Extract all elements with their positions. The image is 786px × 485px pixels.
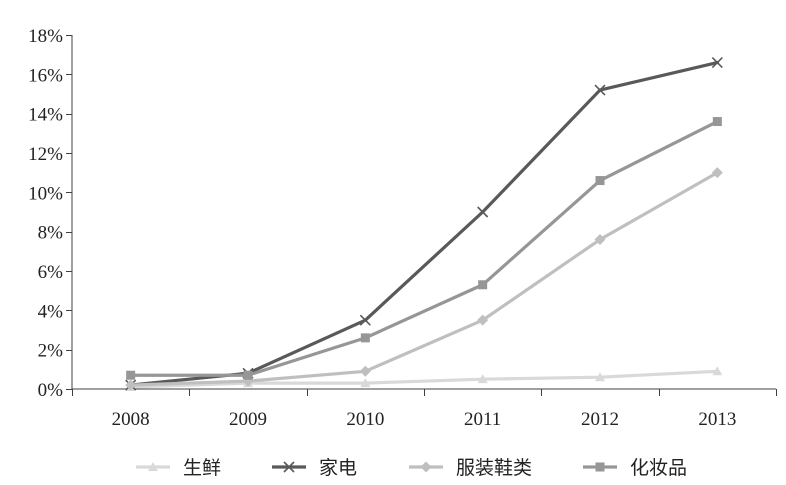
data-point-apparel-shoes-2011 <box>477 314 489 326</box>
series-line-cosmetics <box>129 119 719 377</box>
data-point-home-appliances-2011 <box>477 206 489 218</box>
x-tick-label: 2010 <box>346 409 384 430</box>
data-point-home-appliances-2010 <box>359 314 371 326</box>
y-tick-label: 12% <box>28 144 63 165</box>
x-axis-tick-labels: 2008 2009 2010 2011 2012 2013 <box>112 409 737 430</box>
legend-item-apparel-shoes: 服装鞋类 <box>409 457 532 479</box>
legend-label-cosmetics: 化妆品 <box>630 457 687 479</box>
data-point-cosmetics-2009 <box>243 370 253 380</box>
y-tick-label: 14% <box>28 105 63 126</box>
y-tick-label: 10% <box>28 183 63 204</box>
data-point-home-appliances-2013 <box>711 56 723 69</box>
plot-area <box>125 56 723 392</box>
data-point-apparel-shoes-2012 <box>594 234 606 246</box>
data-point-cosmetics-2011 <box>478 280 488 290</box>
series-apparel-shoes <box>125 167 723 391</box>
data-point-fresh-food-2012 <box>595 372 605 382</box>
data-point-apparel-shoes-2013 <box>711 167 723 179</box>
legend-label-apparel-shoes: 服装鞋类 <box>456 457 532 479</box>
legend-marker-x <box>283 461 295 473</box>
data-point-apparel-shoes-2010 <box>359 365 371 377</box>
y-tick-label: 4% <box>38 301 64 322</box>
y-axis-tick-labels: 0% 2% 4% 6% 8% 10% 12% 14% 16% 18% <box>28 26 63 401</box>
series-cosmetics <box>126 117 722 380</box>
y-tick-label: 18% <box>28 26 63 47</box>
legend-item-cosmetics: 化妆品 <box>583 457 687 479</box>
y-tick-label: 0% <box>38 380 64 401</box>
legend-label-home-appliances: 家电 <box>319 457 357 479</box>
data-point-fresh-food-2011 <box>477 374 488 384</box>
legend-label-fresh-food: 生鲜 <box>183 457 221 479</box>
legend-item-home-appliances: 家电 <box>272 457 357 479</box>
y-tick-label: 8% <box>38 223 64 244</box>
series-line-fresh-food <box>129 369 719 389</box>
legend: 生鲜 家电 服装鞋类 化妆品 <box>136 457 687 479</box>
data-point-cosmetics-2012 <box>595 176 605 186</box>
series-fresh-food <box>125 366 723 392</box>
data-point-cosmetics-2008 <box>126 370 136 380</box>
y-tick-label: 6% <box>38 262 64 283</box>
legend-item-fresh-food: 生鲜 <box>136 457 221 479</box>
y-tick-label: 16% <box>28 65 63 86</box>
legend-marker-square <box>595 462 605 472</box>
x-tick-label: 2012 <box>581 409 619 430</box>
legend-marker-diamond <box>420 461 432 473</box>
x-tick-label: 2011 <box>464 409 501 430</box>
data-point-fresh-food-2010 <box>360 378 371 388</box>
data-point-apparel-shoes-2008 <box>125 379 137 391</box>
x-tick-label: 2013 <box>698 409 736 430</box>
legend-marker-triangle <box>148 462 158 471</box>
data-point-home-appliances-2012 <box>594 84 606 96</box>
x-tick-label: 2009 <box>229 409 267 430</box>
x-tick-label: 2008 <box>112 409 150 430</box>
y-tick-label: 2% <box>38 341 64 362</box>
data-point-cosmetics-2010 <box>360 333 370 343</box>
data-point-fresh-food-2013 <box>712 366 723 376</box>
series-line-apparel-shoes <box>129 171 719 387</box>
data-point-cosmetics-2013 <box>712 117 722 127</box>
axes <box>66 35 777 396</box>
series-home-appliances <box>125 56 723 391</box>
